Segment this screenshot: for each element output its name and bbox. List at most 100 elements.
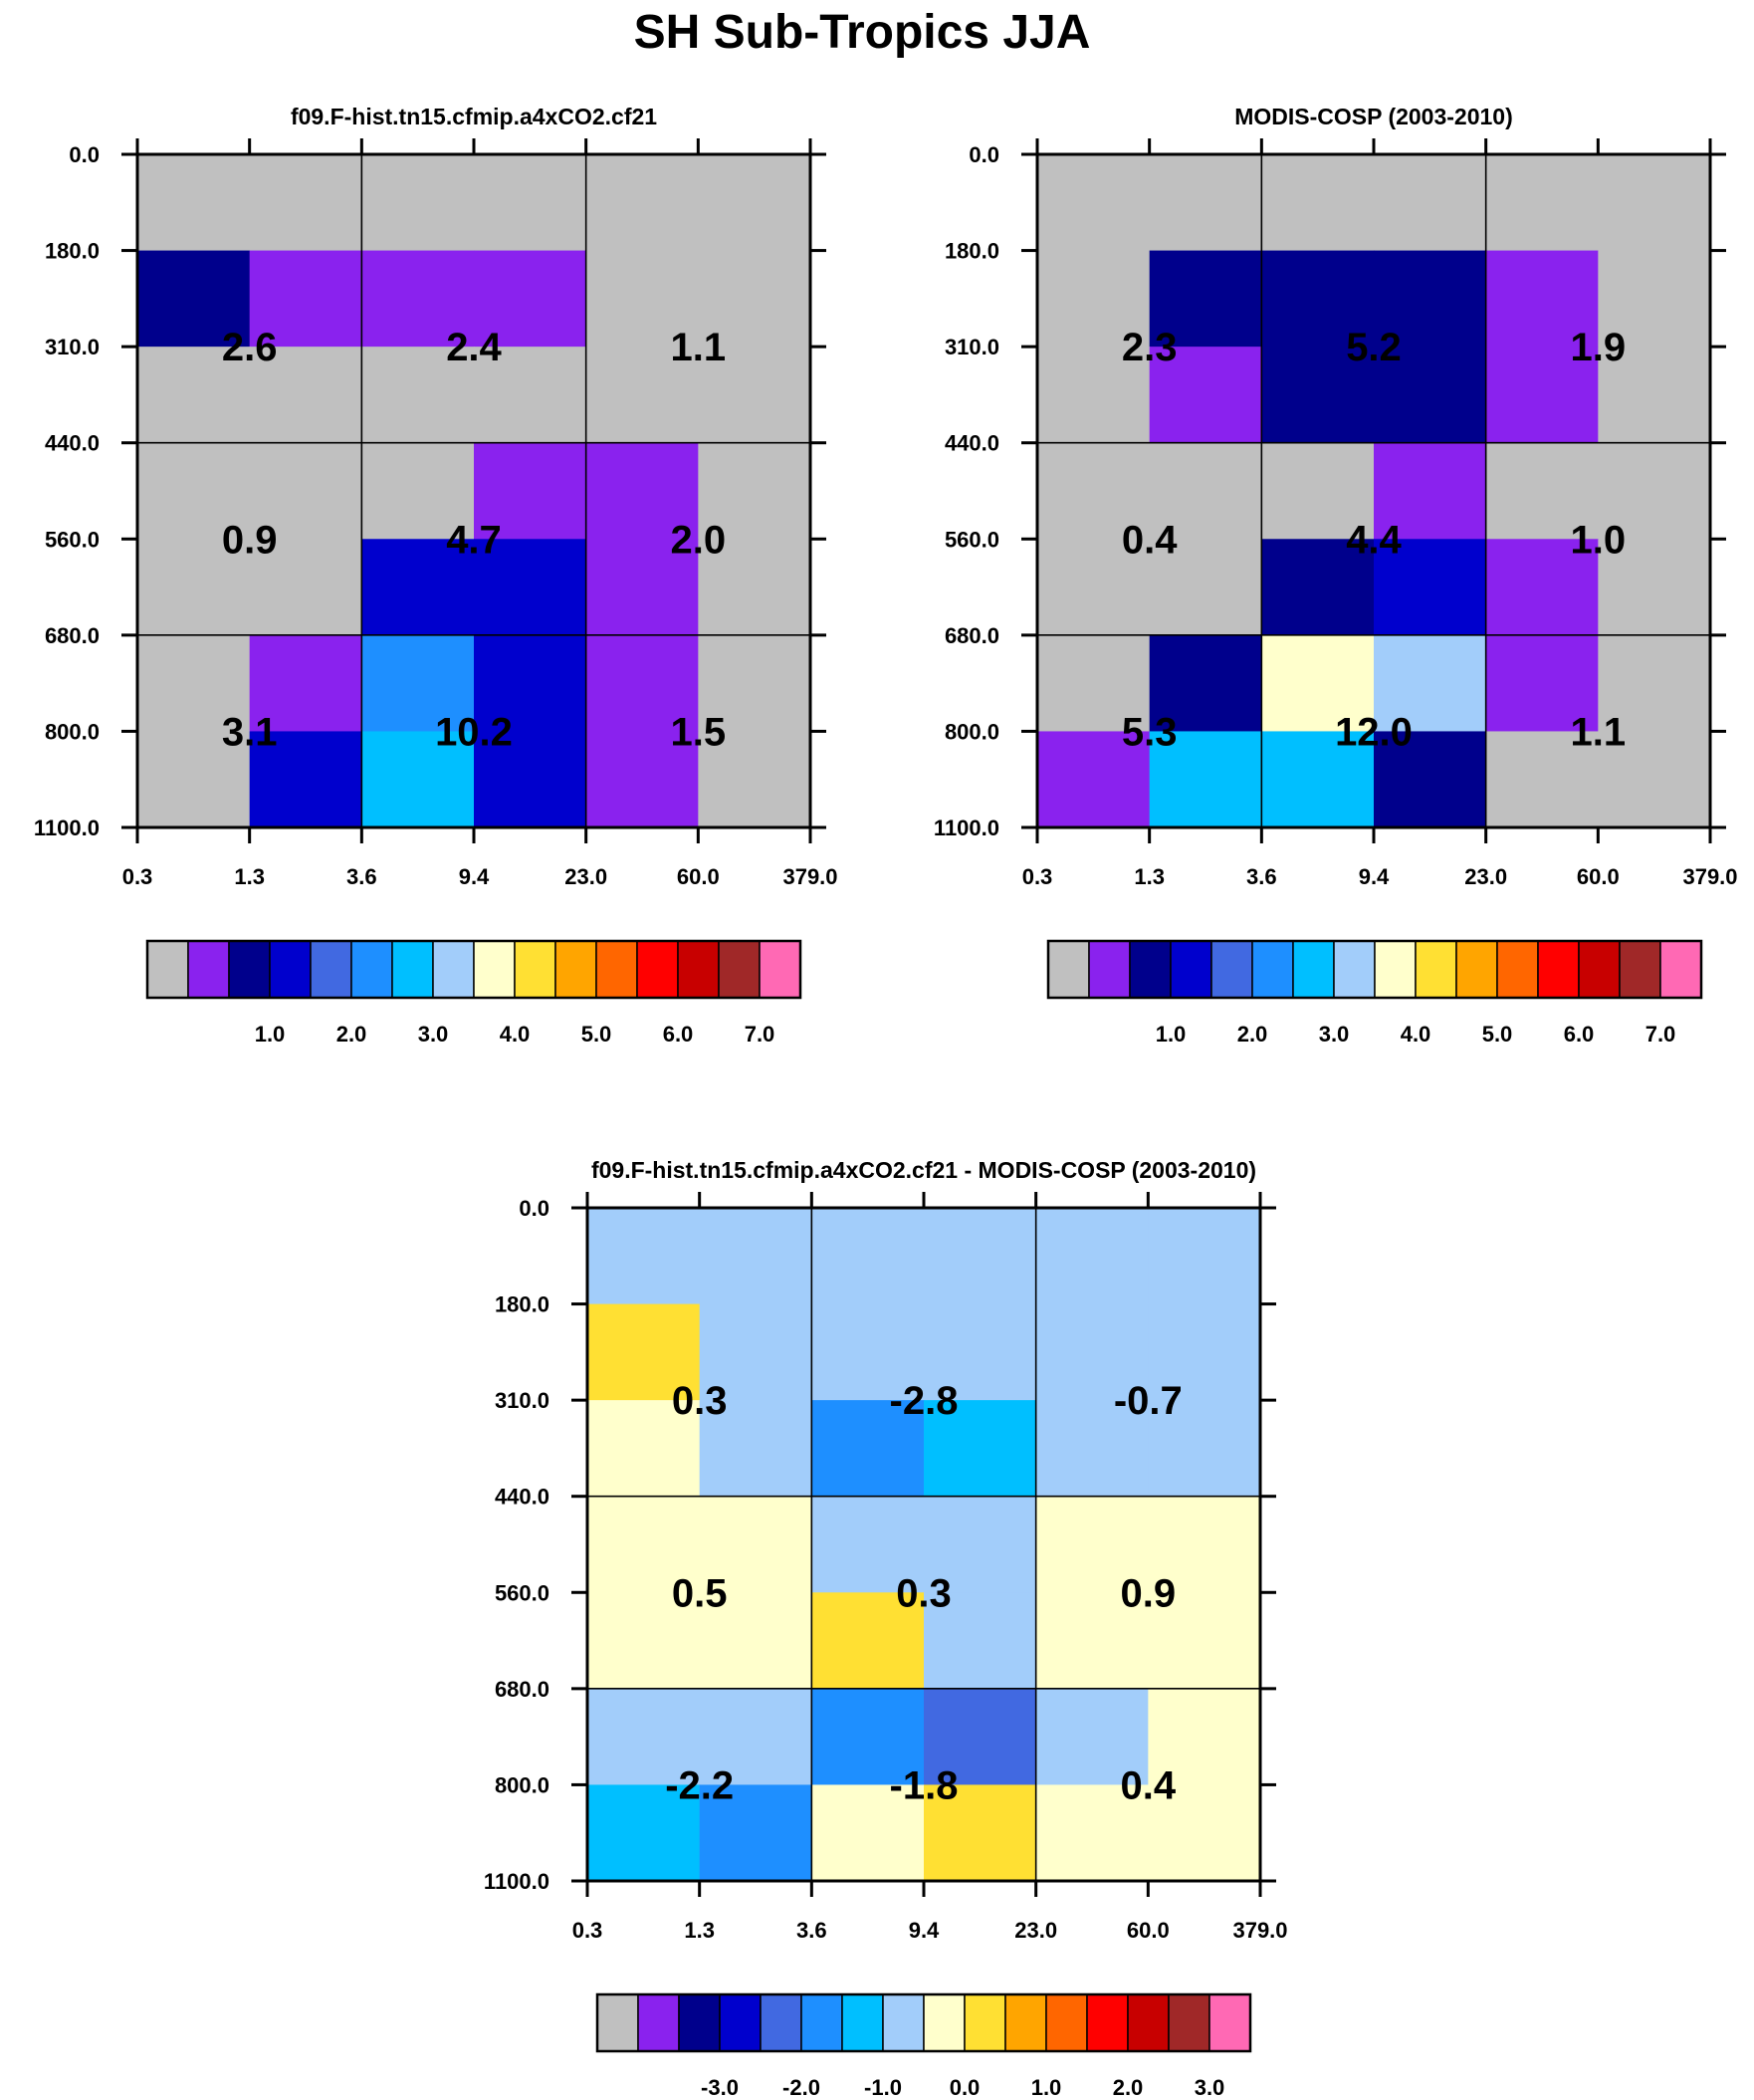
block-value-label: 10.2 bbox=[435, 710, 513, 754]
heatmap-cell bbox=[699, 1303, 812, 1401]
heatmap-cell bbox=[361, 442, 475, 540]
block-value-label: 2.0 bbox=[671, 518, 727, 562]
heatmap-cell bbox=[249, 154, 362, 252]
colorbar-label: 7.0 bbox=[745, 1022, 775, 1047]
colorbar-swatch bbox=[1004, 1993, 1047, 2052]
heatmap-cell bbox=[474, 347, 587, 444]
heatmap-cell bbox=[1598, 731, 1711, 828]
block-value-label: 1.1 bbox=[1571, 710, 1627, 754]
colorbar-swatch bbox=[637, 1993, 680, 2052]
colorbar-label: 3.0 bbox=[418, 1022, 449, 1047]
x-tick-label: 60.0 bbox=[1127, 1918, 1170, 1943]
heatmap-cell bbox=[1598, 250, 1711, 348]
x-tick-label: 9.4 bbox=[459, 864, 490, 889]
heatmap-cell bbox=[1374, 539, 1487, 636]
colorbar-swatch bbox=[1619, 940, 1661, 999]
heatmap-cell bbox=[1485, 634, 1599, 733]
heatmap-cell bbox=[698, 634, 811, 733]
heatmap-cell bbox=[137, 539, 251, 636]
colorbar-swatch bbox=[1578, 940, 1621, 999]
heatmap-cell bbox=[587, 1784, 701, 1882]
heatmap-cell bbox=[1148, 1784, 1261, 1882]
heatmap-cell bbox=[699, 1496, 812, 1593]
y-tick-label: 0.0 bbox=[969, 142, 999, 167]
colorbar-swatch bbox=[1333, 940, 1376, 999]
heatmap-cell bbox=[587, 1496, 701, 1593]
colorbar-swatch bbox=[636, 940, 679, 999]
heatmap-cell bbox=[698, 731, 811, 828]
heatmap-cell bbox=[1149, 634, 1262, 733]
y-tick-label: 560.0 bbox=[945, 527, 999, 552]
heatmap-cell bbox=[249, 539, 362, 636]
heatmap-cell bbox=[1261, 731, 1375, 828]
colorbar-label: 5.0 bbox=[581, 1022, 612, 1047]
heatmap-cell bbox=[474, 634, 587, 733]
heatmap-cell bbox=[924, 1208, 1037, 1305]
colorbar-swatch bbox=[1496, 940, 1539, 999]
block-value-label: 2.6 bbox=[222, 326, 278, 369]
y-tick-label: 560.0 bbox=[45, 527, 100, 552]
heatmap-cell bbox=[924, 1592, 1037, 1690]
x-tick-label: 379.0 bbox=[1682, 864, 1737, 889]
heatmap-cell bbox=[1035, 1208, 1149, 1305]
y-tick-label: 1100.0 bbox=[934, 816, 999, 840]
colorbar-swatch bbox=[719, 1993, 762, 2052]
panel-title: f09.F-hist.tn15.cfmip.a4xCO2.cf21 bbox=[291, 104, 657, 129]
heatmap-cell bbox=[1149, 154, 1262, 252]
y-tick-label: 440.0 bbox=[45, 431, 100, 456]
block-value-label: 4.7 bbox=[446, 518, 502, 562]
block-value-label: 0.9 bbox=[222, 518, 278, 562]
y-tick-label: 800.0 bbox=[945, 719, 999, 744]
heatmap-cell bbox=[699, 1784, 812, 1882]
colorbar-swatch bbox=[841, 1993, 884, 2052]
x-tick-label: 3.6 bbox=[346, 864, 377, 889]
heatmap-cell bbox=[1148, 1592, 1261, 1690]
block-value-label: 0.3 bbox=[672, 1379, 728, 1423]
heatmap-cell bbox=[699, 1208, 812, 1305]
x-tick-label: 23.0 bbox=[1464, 864, 1507, 889]
colorbar-swatch bbox=[350, 940, 393, 999]
block-value-label: 4.4 bbox=[1346, 518, 1402, 562]
x-tick-label: 3.6 bbox=[796, 1918, 827, 1943]
heatmap-cell bbox=[698, 347, 811, 444]
x-tick-label: 1.3 bbox=[234, 864, 265, 889]
y-tick-label: 310.0 bbox=[45, 335, 100, 359]
heatmap-cell bbox=[1148, 1688, 1261, 1786]
block-value-label: 0.3 bbox=[896, 1571, 952, 1615]
panel-title: MODIS-COSP (2003-2010) bbox=[1234, 104, 1513, 129]
heatmap-cell bbox=[249, 250, 362, 348]
heatmap-cell bbox=[137, 731, 251, 828]
colorbar-swatch bbox=[269, 940, 312, 999]
block-value-label: 0.9 bbox=[1121, 1571, 1177, 1615]
colorbar-swatch bbox=[1251, 940, 1294, 999]
heatmap-cell bbox=[699, 1400, 812, 1498]
heatmap-cell bbox=[361, 634, 475, 733]
heatmap-cell bbox=[474, 154, 587, 252]
heatmap-cell bbox=[1261, 250, 1375, 348]
y-tick-label: 0.0 bbox=[69, 142, 100, 167]
heatmap-cell bbox=[924, 1784, 1037, 1882]
heatmap-cell bbox=[698, 250, 811, 348]
heatmap-cell bbox=[698, 539, 811, 636]
heatmap-cell bbox=[585, 154, 699, 252]
heatmap-cell bbox=[1148, 1208, 1261, 1305]
heatmap-cell bbox=[1374, 731, 1487, 828]
heatmap-cell bbox=[249, 347, 362, 444]
block-value-label: 12.0 bbox=[1335, 710, 1413, 754]
colorbar-label: 1.0 bbox=[1031, 2075, 1062, 2100]
colorbar-label: 2.0 bbox=[336, 1022, 367, 1047]
colorbar-swatch bbox=[718, 940, 761, 999]
heatmap-cell bbox=[924, 1688, 1037, 1786]
colorbar-label: 2.0 bbox=[1113, 2075, 1144, 2100]
heatmap-cell bbox=[137, 250, 251, 348]
figure-title: SH Sub-Tropics JJA bbox=[634, 6, 1091, 59]
block-value-label: -2.8 bbox=[890, 1379, 959, 1423]
colorbar-swatch bbox=[1208, 1993, 1251, 2052]
y-tick-label: 1100.0 bbox=[484, 1869, 549, 1894]
x-tick-label: 379.0 bbox=[782, 864, 837, 889]
heatmap-cell bbox=[1148, 1496, 1261, 1593]
heatmap-cell bbox=[924, 1496, 1037, 1593]
heatmap-cell bbox=[1037, 250, 1151, 348]
colorbar-swatch bbox=[1088, 940, 1131, 999]
colorbar-label: 4.0 bbox=[1401, 1022, 1431, 1047]
